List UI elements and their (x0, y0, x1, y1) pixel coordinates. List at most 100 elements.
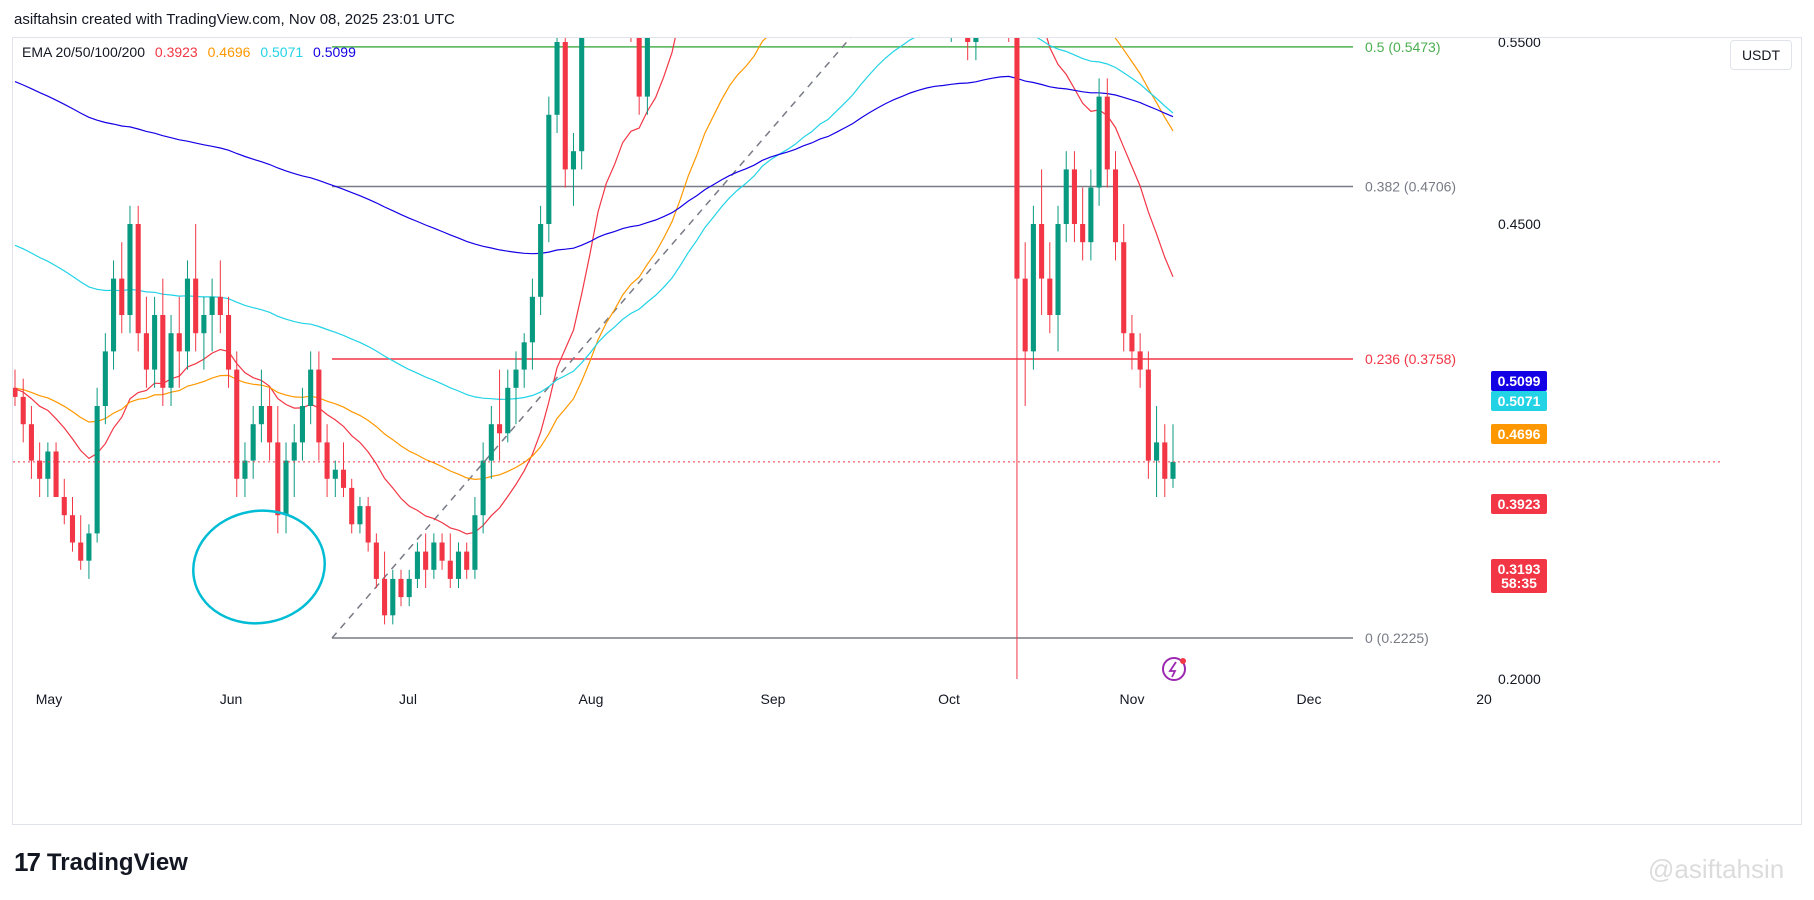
candle-body (472, 515, 478, 570)
y-axis-tick: 0.4500 (1498, 216, 1541, 232)
chart-frame[interactable]: 1 (0.8721)0.786 (0.7331)0.618 (0.6240)0.… (12, 37, 1802, 825)
candle-body (316, 369, 322, 443)
price-badge-text: 0.3923 (1498, 496, 1541, 512)
y-axis-tick: 0.2000 (1498, 671, 1541, 687)
candle-body (160, 315, 166, 388)
candle-body (45, 451, 51, 479)
candle-body (168, 333, 174, 388)
candle-body (86, 533, 92, 561)
price-badge-text: 0.5071 (1498, 393, 1541, 409)
countdown-text: 58:35 (1501, 575, 1537, 591)
fib-level-label: 0.5 (0.5473) (1365, 39, 1441, 55)
candle-body (529, 296, 535, 343)
candle-body (111, 278, 117, 352)
candle-body (242, 460, 248, 479)
x-axis-tick: Oct (938, 691, 960, 707)
x-axis-tick: May (36, 691, 62, 707)
candle-body (644, 38, 650, 97)
x-axis-tick: Jun (220, 691, 243, 707)
x-axis-tick: Aug (579, 691, 604, 707)
ema100-value: 0.5071 (260, 44, 304, 60)
candle-body (234, 369, 240, 479)
candle-body (143, 333, 149, 370)
ema200-value: 0.5099 (313, 44, 356, 60)
candle-body (308, 369, 314, 406)
candle-body (94, 406, 100, 534)
candle-body (965, 38, 971, 42)
candle-body (1030, 224, 1036, 352)
price-chart[interactable]: 1 (0.8721)0.786 (0.7331)0.618 (0.6240)0.… (13, 38, 1803, 826)
x-axis-tick: 20 (1476, 691, 1492, 707)
candle-body (1154, 442, 1160, 461)
candle-body (382, 578, 388, 616)
candle-body (973, 38, 979, 42)
candle-body (267, 406, 273, 443)
candle-body (570, 151, 577, 170)
candle-body (250, 424, 256, 461)
candle-body (152, 315, 158, 370)
price-badge (1491, 424, 1547, 444)
tradingview-brand[interactable]: 17 TradingView (14, 847, 188, 878)
candle-body (1088, 187, 1094, 243)
alert-dot-icon (1180, 658, 1186, 664)
price-badge (1491, 559, 1547, 593)
candle-body (554, 42, 560, 115)
candle-body (332, 469, 338, 479)
candle-body (497, 424, 503, 434)
candle-body (513, 369, 519, 388)
candle-body (579, 38, 585, 152)
candle-body (53, 451, 59, 497)
author-watermark: @asiftahsin (1648, 854, 1785, 884)
drawn-circle (192, 509, 326, 625)
candle-body (357, 506, 363, 525)
candle-body (1170, 461, 1176, 479)
alert-icon (1162, 657, 1186, 681)
price-badge (1491, 371, 1547, 391)
candle-body (390, 578, 396, 616)
candle-body (521, 342, 527, 370)
candle-body (135, 224, 141, 334)
currency-button[interactable]: USDT (1730, 40, 1792, 70)
candle-body (225, 315, 232, 370)
candle-body (1112, 169, 1119, 243)
candle-body (340, 469, 347, 488)
candle-body (1096, 96, 1102, 188)
candle-body (1063, 169, 1069, 224)
candle-body (119, 278, 125, 315)
candle-body (455, 551, 462, 579)
brand-name: TradingView (46, 848, 188, 876)
candle-body (20, 396, 26, 425)
price-badge (1491, 494, 1547, 514)
candle-body (398, 578, 404, 598)
candle-body (538, 224, 544, 297)
candle-body (201, 315, 207, 334)
candle-body (1145, 369, 1151, 461)
fib-level-label: 0.382 (0.4706) (1365, 179, 1456, 195)
candle-body (102, 351, 108, 406)
price-badge-text: 0.3193 (1498, 561, 1541, 577)
candle-body (184, 278, 191, 352)
candle-body (299, 406, 305, 443)
candle-body (217, 296, 223, 315)
candle-body (431, 542, 437, 570)
candle-body (37, 460, 43, 479)
chart-header-title: asiftahsin created with TradingView.com,… (14, 11, 455, 28)
candle-body (275, 442, 281, 516)
ema-legend[interactable]: EMA 20/50/100/200 0.3923 0.4696 0.5071 0… (22, 44, 362, 60)
candle-body (439, 542, 445, 561)
price-badge-text: 0.5099 (1498, 373, 1541, 389)
candle-body (480, 460, 486, 516)
lightning-icon (1168, 661, 1177, 678)
fib-trend-line (331, 38, 852, 639)
ema100-line (14, 38, 1174, 401)
ema20-value: 0.3923 (154, 44, 198, 60)
ema200-line (14, 75, 1174, 255)
ema50-value: 0.4696 (207, 44, 251, 60)
candle-body (78, 542, 84, 561)
tradingview-logo-icon: 17 (14, 847, 41, 877)
candle-body (283, 460, 289, 516)
candle-body (505, 387, 511, 434)
candle-body (562, 42, 568, 170)
candle-body (291, 442, 297, 461)
candle-body (1104, 96, 1110, 170)
